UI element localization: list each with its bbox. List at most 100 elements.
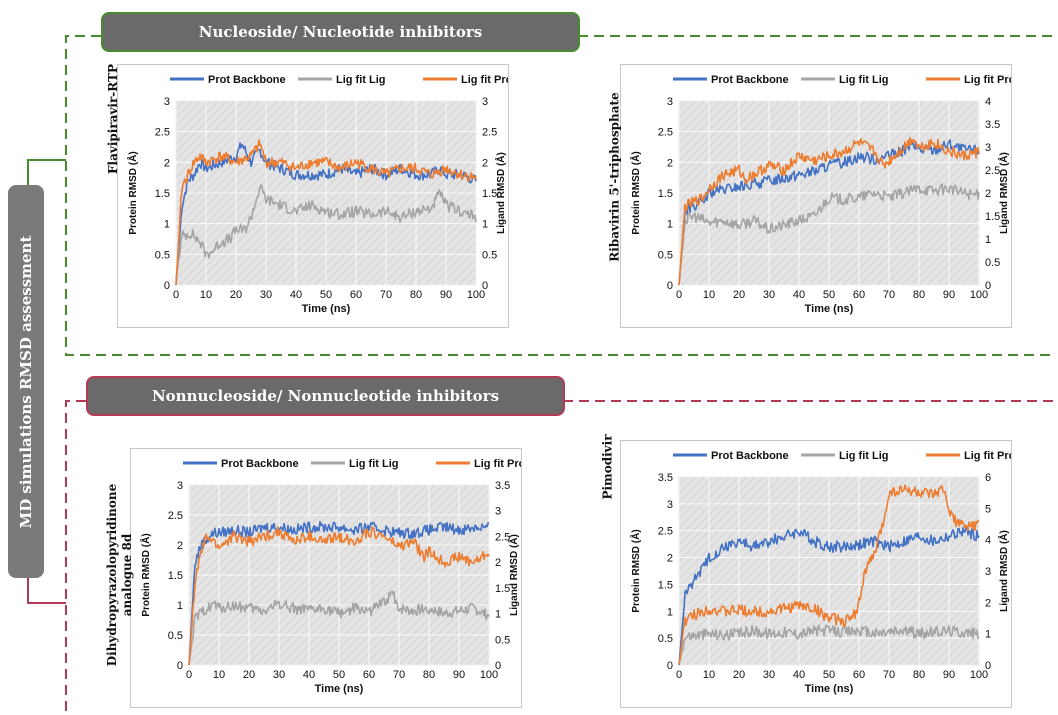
x-tick-label: 50 xyxy=(320,289,332,301)
legend: Prot Backbone Lig fit Lig Lig fit Prot xyxy=(170,74,508,86)
y2-tick-label: 6 xyxy=(985,472,991,484)
side-label: MD simulations RMSD assessment xyxy=(8,185,44,578)
y-tick-label: 1.5 xyxy=(658,188,673,200)
x-axis-title: Time (ns) xyxy=(805,683,854,695)
x-tick-label: 40 xyxy=(290,289,302,301)
x-tick-label: 40 xyxy=(793,289,805,301)
y2-tick-label: 3 xyxy=(482,96,488,108)
y-tick-label: 0 xyxy=(164,280,170,292)
x-tick-label: 30 xyxy=(763,289,775,301)
y2-tick-label: 1 xyxy=(495,609,501,621)
legend: Prot Backbone Lig fit Lig Lig fit Prot xyxy=(673,450,1011,462)
x-tick-label: 60 xyxy=(853,669,865,681)
y2-tick-label: 1.5 xyxy=(495,583,510,595)
y2-tick-label: 0.5 xyxy=(985,257,1000,269)
x-tick-label: 90 xyxy=(943,669,955,681)
x-tick-label: 60 xyxy=(853,289,865,301)
x-tick-label: 20 xyxy=(230,289,242,301)
y2-tick-label: 1.5 xyxy=(482,188,497,200)
y2-tick-label: 0 xyxy=(985,660,991,672)
lig-fit-lig-line xyxy=(175,184,477,280)
x-tick-label: 100 xyxy=(970,669,988,681)
lig-fit-prot-line xyxy=(678,136,980,286)
x-tick-label: 90 xyxy=(440,289,452,301)
x-axis-title: Time (ns) xyxy=(805,303,854,315)
y-axis-title: Protein RMSD (Å) xyxy=(629,151,642,234)
y2-tick-label: 1 xyxy=(985,234,991,246)
lig-fit-lig-legend-label: Lig fit Lig xyxy=(349,458,398,470)
y-tick-label: 0 xyxy=(667,280,673,292)
lig-fit-lig-legend-label: Lig fit Lig xyxy=(839,450,888,462)
compound-label-line-1: Dihydropyrazolopyridinone xyxy=(105,483,119,667)
x-tick-label: 50 xyxy=(333,669,345,681)
y-tick-label: 3 xyxy=(164,96,170,108)
lig-fit-prot-line xyxy=(175,139,477,286)
compound-label-pimodivir: Pimodivir xyxy=(600,434,615,500)
y-tick-label: 3 xyxy=(667,96,673,108)
y-tick-label: 1 xyxy=(177,600,183,612)
nonnucleoside-section-title-text: Nonnucleoside/ Nonnucleotide inhibitors xyxy=(151,387,500,405)
x-tick-label: 10 xyxy=(200,289,212,301)
y-tick-label: 3 xyxy=(667,499,673,511)
lig-fit-prot-line xyxy=(188,526,490,666)
y2-tick-label: 2 xyxy=(482,157,488,169)
x-tick-label: 20 xyxy=(733,289,745,301)
y-tick-label: 2 xyxy=(164,157,170,169)
prot-backbone-legend-label: Prot Backbone xyxy=(208,74,286,86)
nucleoside-connector xyxy=(27,159,66,185)
lig-fit-prot-legend-label: Lig fit Prot xyxy=(964,450,1011,462)
y2-tick-label: 3 xyxy=(495,506,501,518)
lig-fit-prot-line xyxy=(678,484,980,666)
prot-backbone-legend-label: Prot Backbone xyxy=(711,450,789,462)
y2-tick-label: 4 xyxy=(985,96,991,108)
y-tick-label: 1.5 xyxy=(155,188,170,200)
y-tick-label: 0 xyxy=(177,660,183,672)
plot-area: 0 10 20 30 40 50 60 70 80 90 10000.511.522.533.501… xyxy=(629,472,1010,695)
x-tick-label: 50 xyxy=(823,669,835,681)
y-tick-label: 3 xyxy=(177,480,183,492)
y-tick-label: 2 xyxy=(667,553,673,565)
compound-label-line-2: analogue 8d xyxy=(120,533,134,617)
y2-tick-label: 2 xyxy=(985,597,991,609)
nonnucleoside-section-border xyxy=(65,400,1056,713)
lig-fit-prot-legend-label: Lig fit Prot xyxy=(964,74,1011,86)
x-tick-label: 40 xyxy=(793,669,805,681)
x-tick-label: 70 xyxy=(883,289,895,301)
y-tick-label: 2.5 xyxy=(658,127,673,139)
prot-backbone-line xyxy=(678,525,980,666)
x-tick-label: 30 xyxy=(273,669,285,681)
nonnucleoside-connector xyxy=(27,578,66,604)
compound-label-dihydropyrazolopyridinone: Dihydropyrazolopyridinone analogue 8d xyxy=(105,470,135,680)
y2-tick-label: 0 xyxy=(495,660,501,672)
y2-axis-title: Ligand RMSD (Å) xyxy=(997,152,1010,234)
y2-tick-label: 2 xyxy=(985,188,991,200)
y2-tick-label: 2.5 xyxy=(482,127,497,139)
nucleoside-section-title: Nucleoside/ Nucleotide inhibitors xyxy=(101,12,580,52)
y2-tick-label: 5 xyxy=(985,503,991,515)
x-tick-label: 10 xyxy=(703,289,715,301)
y-axis-title: Protein RMSD (Å) xyxy=(629,529,642,612)
x-tick-label: 80 xyxy=(423,669,435,681)
y-tick-label: 2.5 xyxy=(168,510,183,522)
plot-area: 0 10 20 30 40 50 60 70 80 90 10000.511.522.5300.51… xyxy=(139,480,520,695)
side-label-text: MD simulations RMSD assessment xyxy=(17,235,35,528)
y2-tick-label: 2 xyxy=(495,557,501,569)
lig-fit-lig-legend-label: Lig fit Lig xyxy=(839,74,888,86)
x-tick-label: 80 xyxy=(410,289,422,301)
y2-tick-label: 2.5 xyxy=(495,531,510,543)
y-tick-label: 0.5 xyxy=(658,249,673,261)
chart-dihydropyrazolopyridinone: 0 10 20 30 40 50 60 70 80 90 100 0 0.5 1 1.5 2 2.5 3 0 0.5 1… xyxy=(130,448,522,708)
y2-tick-label: 1 xyxy=(482,219,488,231)
x-tick-label: 40 xyxy=(303,669,315,681)
x-tick-label: 90 xyxy=(943,289,955,301)
y-tick-label: 2.5 xyxy=(658,526,673,538)
y2-tick-label: 0.5 xyxy=(495,634,510,646)
x-tick-label: 20 xyxy=(733,669,745,681)
y2-tick-label: 3 xyxy=(985,142,991,154)
x-tick-label: 0 xyxy=(173,289,179,301)
legend: Prot Backbone Lig fit Lig Lig fit Prot xyxy=(183,458,521,470)
x-tick-label: 100 xyxy=(467,289,485,301)
x-tick-label: 100 xyxy=(480,669,498,681)
